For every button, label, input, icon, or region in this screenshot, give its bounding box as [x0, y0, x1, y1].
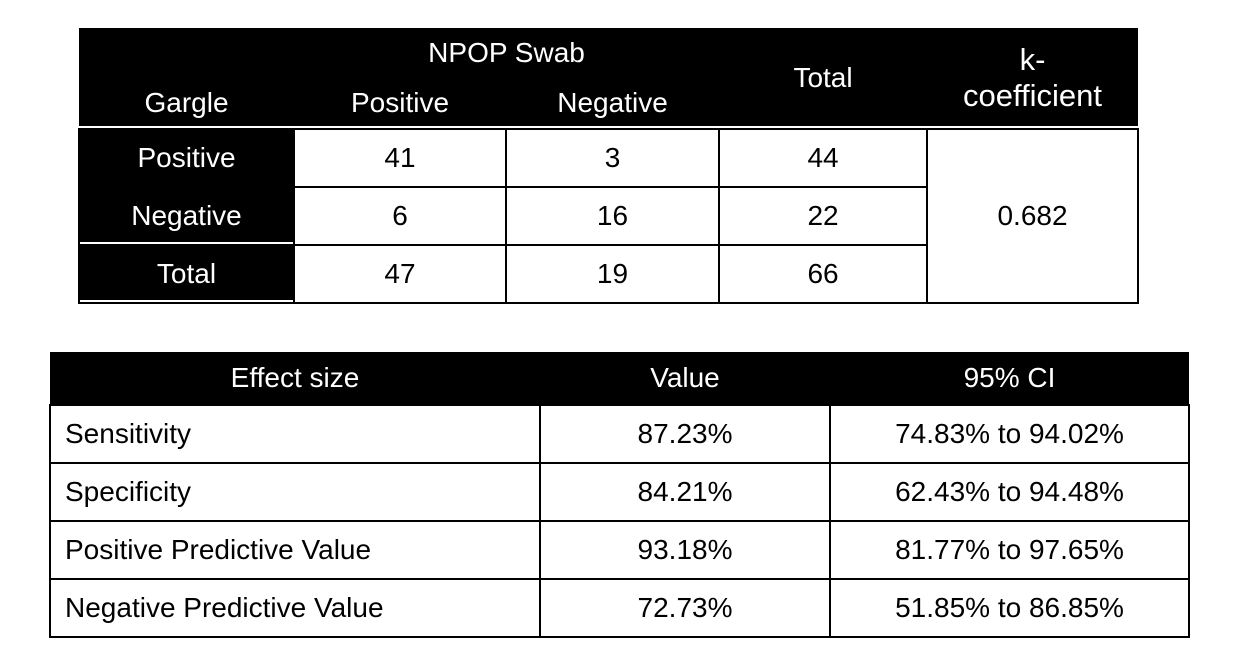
col-header-positive: Positive: [294, 78, 506, 129]
table-row-specificity: Specificity 84.21% 62.43% to 94.48%: [49, 462, 1190, 522]
table-row-gargle-negative: Negative 6 16 22: [78, 186, 1138, 246]
row-header-total: Total: [78, 244, 295, 304]
table-row-negative-predictive-value: Negative Predictive Value 72.73% 51.85% …: [49, 578, 1190, 638]
effect-value: 72.73%: [539, 578, 831, 638]
effect-value: 84.21%: [539, 462, 831, 522]
effect-size-table: Effect size Value 95% CI Sensitivity 87.…: [49, 352, 1190, 638]
row-header-negative: Negative: [78, 186, 295, 246]
agreement-table: NPOP Swab Total k- coefficient Gargle Po…: [78, 28, 1140, 304]
col-header-value: Value: [540, 352, 830, 405]
col-header-effect-size: Effect size: [50, 352, 540, 405]
col-header-negative: Negative: [506, 78, 720, 129]
effect-name: Negative Predictive Value: [49, 578, 541, 638]
agreement-header-row-2: Gargle Positive Negative: [79, 78, 1138, 129]
kappa-value-cell: 0.682: [926, 128, 1140, 304]
cell-negative-negative: 16: [504, 186, 721, 246]
col-header-k-coefficient: k- coefficient: [927, 28, 1139, 129]
effect-ci: 62.43% to 94.48%: [829, 462, 1190, 522]
corner-empty-cell: [79, 28, 294, 78]
table-row-sensitivity: Sensitivity 87.23% 74.83% to 94.02%: [49, 404, 1190, 464]
effect-ci: 81.77% to 97.65%: [829, 520, 1190, 580]
cell-negative-total: 22: [718, 186, 929, 246]
effect-header-row: Effect size Value 95% CI: [50, 352, 1189, 405]
table-row-gargle-total: Total 47 19 66: [78, 244, 1138, 304]
effect-name: Positive Predictive Value: [49, 520, 541, 580]
col-group-header-npop-swab: NPOP Swab: [294, 28, 720, 78]
effect-name: Specificity: [49, 462, 541, 522]
corner-header-gargle: Gargle: [79, 78, 294, 129]
cell-positive-negative: 3: [504, 128, 721, 188]
row-header-positive: Positive: [78, 128, 295, 188]
cell-total-positive: 47: [293, 244, 507, 304]
agreement-header-row-1: NPOP Swab Total k- coefficient: [79, 28, 1139, 129]
table-row-gargle-positive: Positive 41 3 44 0.682: [78, 128, 1140, 304]
effect-ci: 51.85% to 86.85%: [829, 578, 1190, 638]
cell-positive-total: 44: [718, 128, 929, 188]
effect-name: Sensitivity: [49, 404, 541, 464]
col-header-95-ci: 95% CI: [830, 352, 1189, 405]
col-header-total: Total: [719, 28, 928, 129]
cell-total-total: 66: [718, 244, 929, 304]
k-coefficient-line1: k-: [1019, 42, 1046, 78]
effect-value: 87.23%: [539, 404, 831, 464]
effect-ci: 74.83% to 94.02%: [829, 404, 1190, 464]
cell-negative-positive: 6: [293, 186, 507, 246]
k-coefficient-line2: coefficient: [963, 78, 1103, 113]
cell-total-negative: 19: [504, 244, 721, 304]
effect-value: 93.18%: [539, 520, 831, 580]
table-row-positive-predictive-value: Positive Predictive Value 93.18% 81.77% …: [49, 520, 1190, 580]
cell-positive-positive: 41: [293, 128, 507, 188]
